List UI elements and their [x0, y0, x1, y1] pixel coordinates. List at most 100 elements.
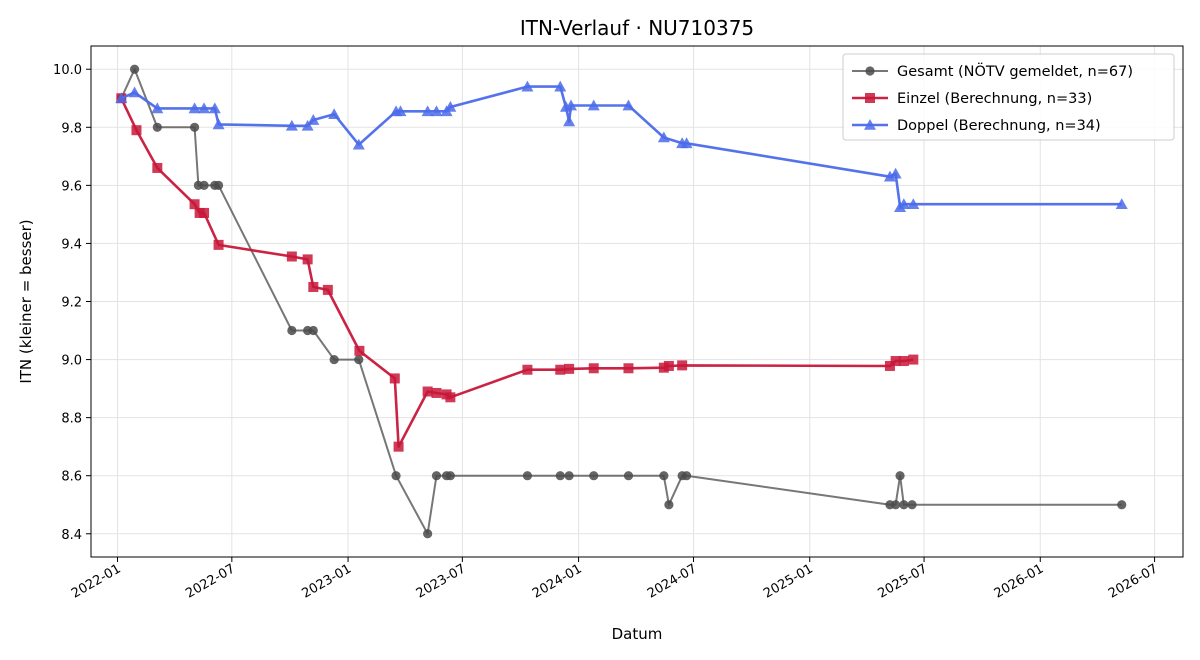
legend-marker [865, 93, 875, 103]
data-point [623, 363, 634, 374]
data-point [422, 386, 433, 397]
y-tick-label: 9.8 [61, 121, 82, 136]
data-point [890, 356, 901, 367]
data-point [354, 354, 364, 365]
x-tick-label: 2025-07 [876, 561, 931, 601]
y-tick-label: 8.8 [61, 412, 82, 427]
data-point [657, 131, 670, 143]
y-tick-label: 8.6 [61, 470, 82, 485]
data-point [554, 80, 567, 92]
data-point [354, 345, 365, 356]
y-tick-label: 9.0 [61, 354, 82, 369]
data-point [301, 119, 314, 131]
data-point [659, 471, 669, 481]
data-point [308, 281, 319, 292]
data-point [623, 471, 634, 481]
legend-box [842, 53, 1175, 141]
data-point [522, 364, 533, 375]
x-tick-label: 2022-07 [183, 561, 238, 601]
data-point [189, 199, 200, 210]
series-2 [115, 80, 1128, 212]
legend-label: Gesamt (NÖTV gemeldet, n=67) [897, 62, 1133, 80]
y-tick-label: 9.2 [61, 296, 82, 311]
series-layer [115, 64, 1128, 539]
data-point [431, 471, 442, 481]
data-point [622, 99, 635, 111]
data-point [352, 138, 365, 150]
data-point [188, 102, 201, 114]
data-point [658, 362, 669, 373]
data-point [891, 500, 901, 510]
data-point [663, 360, 674, 371]
data-point [444, 100, 457, 112]
data-point [587, 99, 600, 111]
x-tick-label: 2024-01 [530, 561, 585, 601]
data-point [285, 119, 298, 131]
data-point [907, 198, 920, 210]
data-point [421, 105, 434, 117]
data-point [199, 180, 209, 190]
data-point [564, 363, 575, 374]
data-point [899, 500, 909, 510]
data-point [908, 354, 919, 365]
x-tick-label: 2026-07 [1106, 561, 1161, 601]
data-point [563, 115, 576, 127]
data-point [423, 529, 433, 539]
data-point [115, 92, 128, 104]
data-point [664, 500, 674, 510]
data-point [681, 471, 692, 481]
data-point [393, 441, 404, 452]
data-point [152, 122, 162, 132]
series-line [120, 97, 914, 448]
data-point [431, 387, 442, 398]
data-point [391, 471, 401, 481]
data-point [555, 364, 566, 375]
series-1 [116, 93, 919, 452]
data-point [677, 360, 688, 371]
data-point [302, 254, 313, 265]
data-point [199, 207, 210, 218]
data-point [522, 471, 533, 481]
x-tick-label: 2023-07 [414, 561, 469, 601]
data-point [131, 125, 142, 136]
data-point [328, 108, 341, 120]
legend-marker [864, 119, 876, 130]
axis-ticks: 8.4 8.6 8.8 9.0 9.2 9.4 9.6 9.8 10.0 2022-01 2022-… [53, 63, 1161, 601]
data-point [307, 114, 320, 125]
data-point [883, 170, 896, 182]
data-point [907, 500, 917, 510]
data-point [151, 102, 164, 114]
legend-label: Einzel (Berechnung, n=33) [897, 91, 1092, 107]
data-point [208, 102, 221, 114]
data-point [322, 284, 333, 295]
chart-title: ITN-Verlauf · NU710375 [520, 16, 754, 40]
data-point [564, 471, 574, 481]
data-point [445, 392, 456, 403]
data-point [1115, 198, 1128, 210]
data-point [287, 325, 297, 336]
x-tick-label: 2022-01 [69, 561, 124, 601]
x-tick-label: 2023-01 [300, 561, 355, 601]
data-point [213, 180, 224, 190]
data-point [129, 64, 140, 74]
data-point [521, 80, 534, 92]
data-point [212, 118, 225, 130]
data-point [895, 471, 905, 481]
data-point [555, 471, 565, 481]
data-point [588, 363, 599, 374]
data-point [889, 167, 902, 179]
data-point [445, 471, 455, 481]
data-point [213, 239, 224, 250]
y-tick-label: 10.0 [53, 63, 82, 78]
data-point [589, 471, 599, 481]
data-point [430, 105, 443, 117]
data-point [189, 122, 200, 132]
data-point [898, 356, 909, 367]
data-point [152, 162, 163, 173]
data-point [329, 354, 339, 365]
data-point [389, 373, 400, 384]
data-point [198, 102, 211, 114]
data-point [897, 198, 910, 210]
data-point [286, 251, 297, 262]
